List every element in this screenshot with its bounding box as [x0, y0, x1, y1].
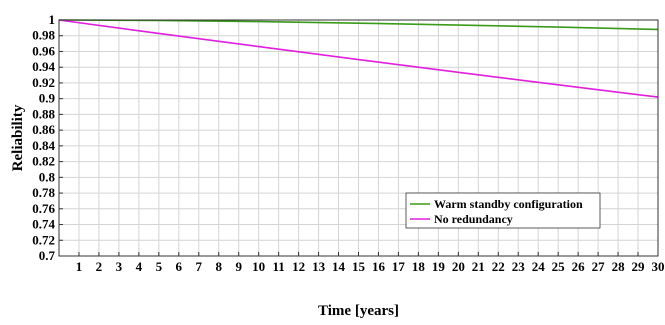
- y-tick-label: 0.8: [39, 169, 56, 184]
- y-axis-title: Reliability: [10, 104, 26, 171]
- x-tick-label: 12: [292, 259, 305, 274]
- x-tick-label: 14: [332, 259, 346, 274]
- y-tick-label: 0.92: [32, 75, 55, 90]
- x-axis-title: Time [years]: [318, 303, 399, 319]
- x-tick-label: 21: [472, 259, 485, 274]
- x-tick-label: 26: [572, 259, 586, 274]
- y-tick-label: 0.84: [32, 138, 55, 153]
- x-tick-label: 24: [532, 259, 546, 274]
- x-tick-label: 11: [272, 259, 284, 274]
- y-tick-label: 0.82: [32, 154, 55, 169]
- x-tick-label: 1: [76, 259, 83, 274]
- y-tick-label: 1: [49, 12, 56, 27]
- y-tick-label: 0.98: [32, 28, 55, 43]
- x-tick-label: 27: [592, 259, 606, 274]
- x-tick-label: 5: [156, 259, 163, 274]
- x-tick-label: 19: [432, 259, 446, 274]
- x-tick-label: 28: [612, 259, 626, 274]
- x-tick-label: 17: [392, 259, 406, 274]
- x-tick-label: 3: [116, 259, 123, 274]
- x-tick-label: 13: [312, 259, 326, 274]
- x-tick-label: 22: [492, 259, 505, 274]
- x-tick-label: 16: [372, 259, 386, 274]
- y-tick-label: 0.74: [32, 217, 55, 232]
- x-tick-label: 23: [512, 259, 526, 274]
- x-tick-label: 29: [632, 259, 646, 274]
- x-tick-label: 30: [652, 259, 665, 274]
- x-tick-label: 4: [136, 259, 143, 274]
- legend-label-1: Warm standby configuration: [434, 197, 583, 211]
- x-tick-label: 8: [215, 259, 222, 274]
- x-tick-label: 25: [552, 259, 566, 274]
- series-line-2: [58, 19, 659, 98]
- legend-label-2: No redundancy: [434, 212, 513, 226]
- y-tick-label: 0.86: [32, 122, 55, 137]
- x-tick-label: 10: [252, 259, 265, 274]
- y-tick-label: 0.96: [32, 43, 55, 58]
- x-tick-label: 15: [352, 259, 366, 274]
- y-tick-label: 0.76: [32, 201, 55, 216]
- y-tick-label: 0.72: [32, 232, 55, 247]
- y-tick-label: 0.78: [32, 185, 55, 200]
- x-tick-label: 20: [452, 259, 465, 274]
- x-tick-label: 7: [196, 259, 203, 274]
- x-tick-label: 18: [412, 259, 426, 274]
- x-tick-label: 9: [235, 259, 242, 274]
- y-tick-label: 0.9: [39, 91, 56, 106]
- legend-box: [405, 192, 601, 229]
- x-tick-label: 6: [176, 259, 183, 274]
- y-tick-label: 0.7: [39, 248, 56, 263]
- y-tick-label: 0.94: [32, 59, 55, 74]
- tick-layer: 0.70.720.740.760.780.80.820.840.860.880.…: [32, 12, 664, 274]
- x-tick-label: 2: [96, 259, 103, 274]
- y-tick-label: 0.88: [32, 106, 55, 121]
